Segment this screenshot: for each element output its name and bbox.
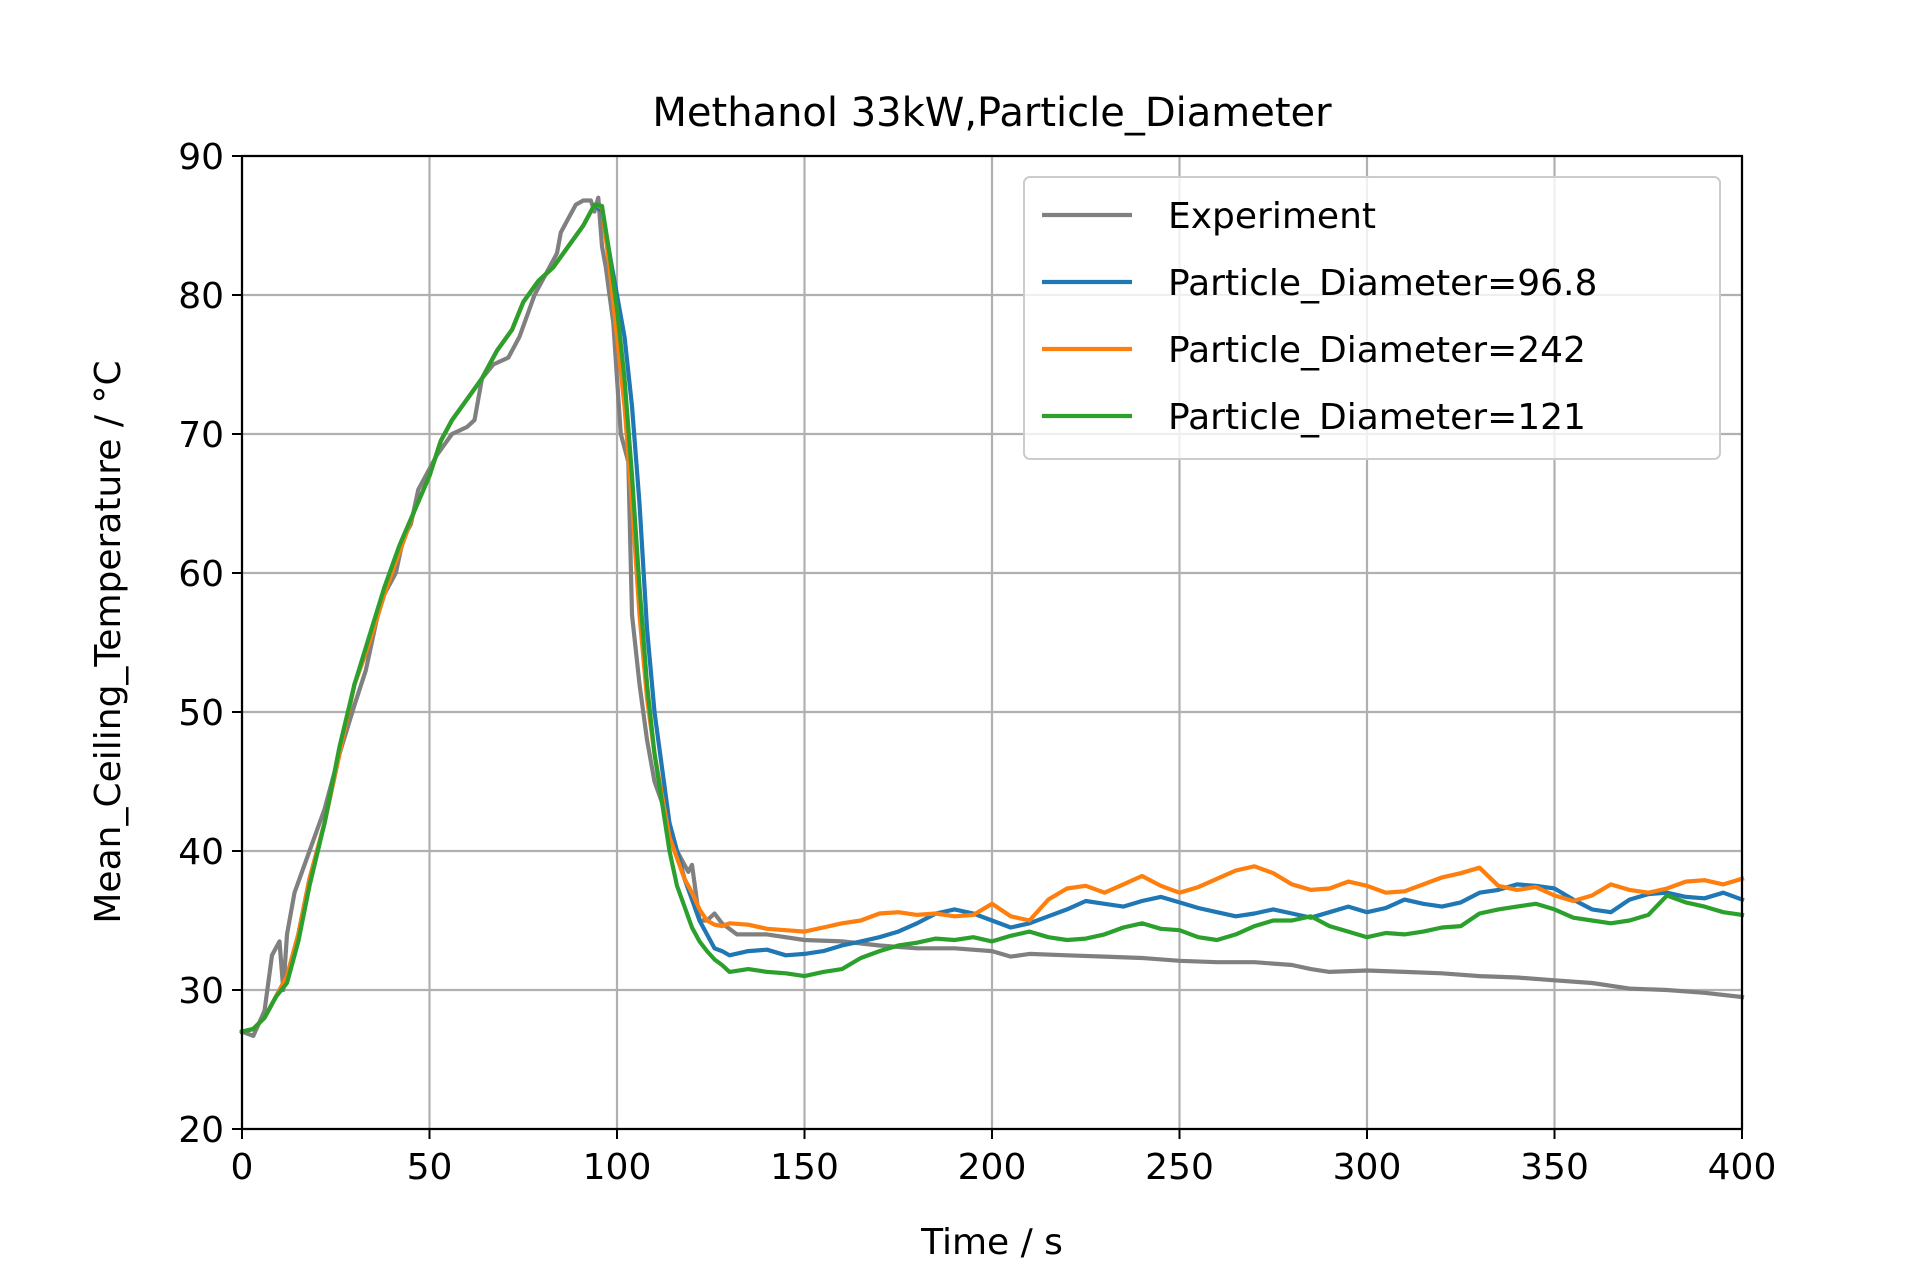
y-tick-label: 30 [178,971,224,1012]
y-tick-label: 80 [178,276,224,317]
series-lines [239,195,1745,1038]
x-tick-label: 0 [231,1147,254,1188]
legend: Experiment Particle_Diameter=96.8 Particle… [1023,176,1721,460]
x-tick-label: 100 [583,1147,652,1188]
x-tick-label: 350 [1520,1147,1589,1188]
y-axis-label: Mean_Ceiling_Temperature / °C [88,360,129,923]
y-tick-label: 90 [178,137,224,178]
x-tick-label: 300 [1333,1147,1402,1188]
y-tick-label: 40 [178,832,224,873]
series-line-3 [239,202,1745,1035]
legend-label: Particle_Diameter=96.8 [1168,263,1597,304]
y-tick-label: 60 [178,554,224,595]
legend-box [1023,176,1721,460]
x-tick-label: 150 [770,1147,839,1188]
y-axis: 20 30 40 50 60 70 80 90 [178,137,242,1151]
x-tick-label: 250 [1145,1147,1214,1188]
x-axis: 0 50 100 150 200 250 300 350 400 [231,1129,1777,1188]
x-tick-label: 50 [407,1147,453,1188]
chart-title: Methanol 33kW,Particle_Diameter [652,90,1332,136]
y-tick-label: 50 [178,693,224,734]
y-tick-label: 20 [178,1110,224,1151]
x-axis-label: Time / s [920,1222,1063,1263]
y-tick-label: 70 [178,415,224,456]
legend-label: Experiment [1168,196,1376,237]
legend-label: Particle_Diameter=121 [1168,397,1586,438]
x-tick-label: 400 [1708,1147,1777,1188]
x-tick-label: 200 [958,1147,1027,1188]
legend-label: Particle_Diameter=242 [1168,330,1586,371]
